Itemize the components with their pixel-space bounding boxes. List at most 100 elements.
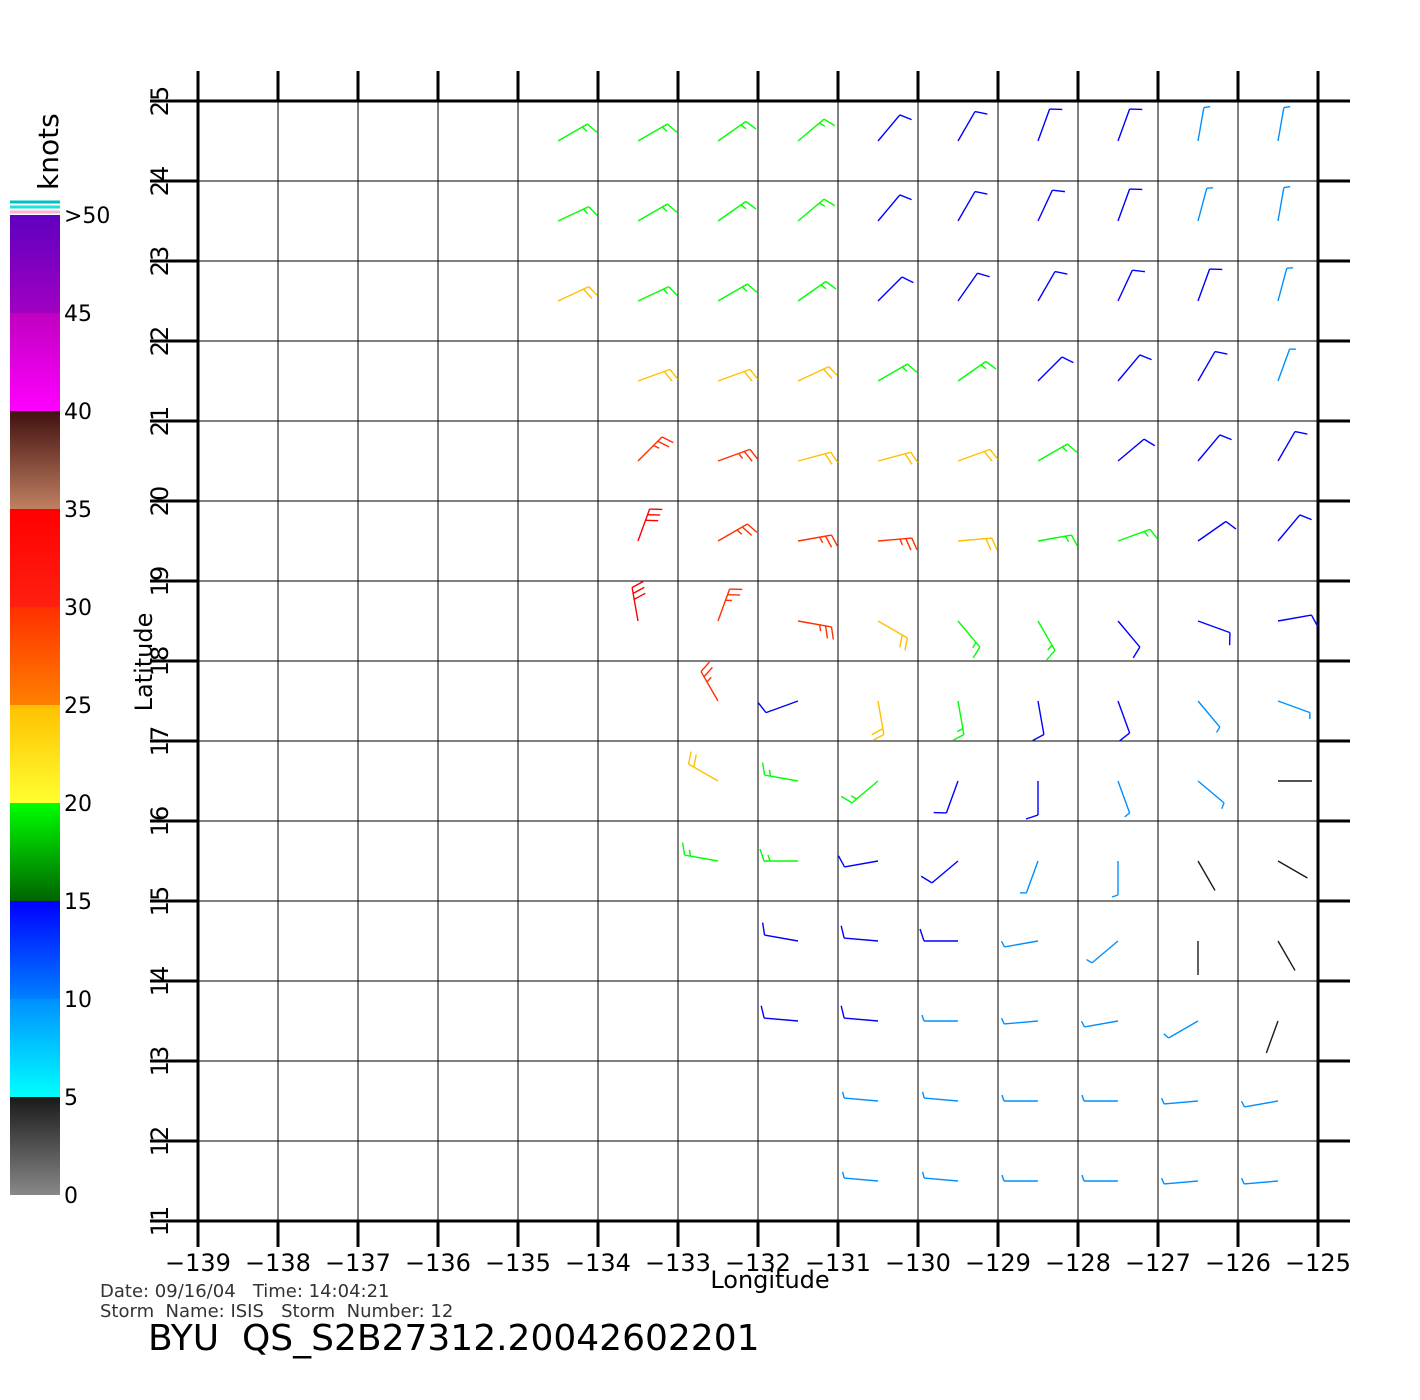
- wind-barb: [921, 1171, 959, 1182]
- barb-staff: [557, 285, 590, 302]
- barb-feather: [588, 206, 599, 217]
- barb-staff: [1277, 267, 1288, 302]
- barb-feather: [1240, 1177, 1245, 1185]
- barb-feather: [983, 450, 993, 462]
- barb-staff: [1037, 700, 1045, 735]
- wind-barb: [1277, 348, 1296, 382]
- barb-feather: [1081, 1094, 1085, 1102]
- barb-feather: [828, 366, 839, 377]
- barb-feather: [1160, 1177, 1165, 1185]
- barb-feather: [824, 453, 833, 465]
- barb-feather: [746, 523, 758, 533]
- wind-barb: [1277, 185, 1291, 222]
- barb-feather: [745, 200, 757, 210]
- wind-barb: [637, 123, 678, 142]
- barb-feather: [657, 440, 670, 448]
- wind-barb: [1197, 780, 1225, 809]
- colorbar-bin: [10, 215, 60, 313]
- wind-barb: [761, 762, 799, 782]
- barb-feather: [830, 451, 839, 464]
- wind-barb: [1197, 520, 1237, 542]
- barb-feather: [850, 795, 857, 800]
- barb-feather: [1001, 1094, 1005, 1102]
- barb-feather: [1283, 185, 1291, 189]
- wind-barb: [717, 448, 759, 462]
- barb-staff: [765, 700, 799, 714]
- barb-staff: [1117, 269, 1134, 302]
- barb-feather: [818, 624, 822, 632]
- wind-barb: [797, 365, 839, 382]
- barb-feather: [899, 194, 912, 201]
- barb-staff: [924, 1177, 959, 1182]
- barb-feather: [830, 534, 839, 547]
- barb-feather: [1221, 802, 1225, 809]
- wind-barb: [1025, 781, 1039, 820]
- barb-feather: [819, 202, 826, 207]
- wind-barb: [1197, 187, 1214, 222]
- barb-feather: [819, 536, 824, 544]
- barb-feather: [956, 727, 964, 733]
- barb-feather: [1119, 732, 1131, 742]
- barb-feather: [759, 848, 765, 862]
- wind-barb: [1032, 700, 1045, 742]
- barb-feather: [841, 1091, 845, 1099]
- barb-feather: [749, 368, 759, 380]
- wind-barb: [1163, 1020, 1199, 1039]
- y-tick-label: 17: [146, 726, 174, 757]
- barb-feather: [840, 925, 845, 939]
- barb-feather: [899, 114, 912, 121]
- wind-barb: [1001, 1174, 1038, 1182]
- wind-barb: [1081, 1094, 1118, 1102]
- barb-feather: [921, 1171, 925, 1179]
- x-tick-label: −136: [405, 1249, 471, 1277]
- barb-staff: [877, 620, 908, 639]
- barb-feather: [1064, 535, 1070, 543]
- barb-feather: [1132, 269, 1146, 273]
- wind-barb: [760, 1005, 799, 1022]
- barb-staff: [764, 774, 799, 782]
- barb-staff: [1197, 434, 1221, 462]
- barb-feather: [972, 642, 977, 649]
- barb-feather: [746, 283, 758, 293]
- wind-barb: [957, 190, 988, 222]
- barb-feather: [1066, 443, 1078, 453]
- y-tick-label: 19: [146, 566, 174, 597]
- colorbar-bin: [10, 999, 60, 1097]
- barb-feather: [841, 1171, 845, 1179]
- barb-staff: [688, 763, 719, 782]
- x-tick-label: −132: [725, 1249, 791, 1277]
- barb-staff: [717, 448, 751, 462]
- barb-staff: [557, 123, 588, 142]
- wind-barb: [1037, 189, 1066, 222]
- y-tick-label: 22: [146, 326, 174, 357]
- barb-staff: [1197, 860, 1216, 891]
- x-tick-label: −126: [1205, 1249, 1271, 1277]
- barb-staff: [1197, 268, 1211, 302]
- barb-staff: [764, 934, 799, 942]
- colorbar-label: 5: [64, 1086, 78, 1111]
- barb-feather: [1283, 105, 1291, 109]
- barb-staff: [1004, 1020, 1039, 1025]
- wind-barb: [761, 922, 799, 942]
- wind-barb: [1277, 267, 1294, 302]
- barb-feather: [1139, 354, 1152, 361]
- wind-barb: [1277, 940, 1296, 971]
- barb-feather: [1086, 958, 1093, 964]
- barb-staff: [1197, 780, 1225, 804]
- barb-staff: [1277, 940, 1296, 971]
- barb-feather: [740, 204, 747, 210]
- barb-staff: [637, 285, 670, 302]
- barb-feather: [1132, 646, 1141, 659]
- barb-staff: [1117, 780, 1131, 814]
- barb-feather: [661, 126, 668, 132]
- wind-barb: [1240, 1100, 1279, 1108]
- wind-barb: [1160, 1097, 1199, 1105]
- barb-staff: [637, 368, 671, 382]
- wind-barb: [877, 363, 918, 382]
- y-tick-label: 14: [146, 966, 174, 997]
- barb-staff: [1197, 520, 1227, 542]
- colorbar-bin: [10, 901, 60, 999]
- wind-barb: [797, 451, 839, 465]
- barb-staff: [1117, 108, 1131, 142]
